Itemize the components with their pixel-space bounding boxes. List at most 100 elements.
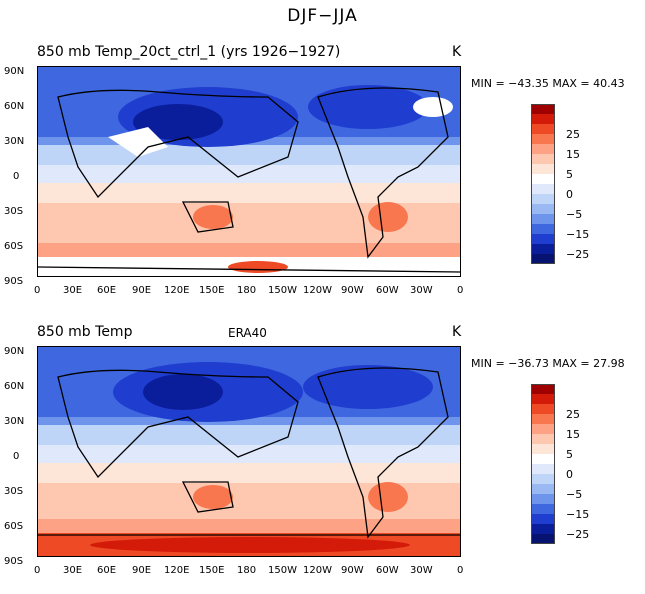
colorbar-swatch: [531, 254, 555, 264]
lon-tick-label: 90W: [341, 565, 364, 576]
colorbar-label: −15: [566, 508, 590, 521]
colorbar-label: −5: [566, 488, 583, 501]
lon-tick-label: 150W: [268, 285, 297, 296]
colorbar-swatch: [531, 194, 555, 204]
lon-tick-label: 90E: [132, 285, 152, 296]
lon-tick-label: 0: [457, 565, 464, 576]
colorbar-swatch: [531, 124, 555, 134]
panel-title: 850 mb Temp: [37, 324, 133, 340]
lat-tick-label: 30N: [4, 136, 25, 147]
colorbar-label: 0: [566, 468, 573, 481]
colorbar-label: 5: [566, 168, 573, 181]
colorbar-swatch: [531, 164, 555, 174]
colorbar-swatch: [531, 474, 555, 484]
colorbar-swatch: [531, 494, 555, 504]
map-panel-model: 850 mb Temp_20ct_ctrl_1 (yrs 1926−1927) …: [0, 44, 645, 314]
temperature-map: [37, 66, 461, 277]
lon-tick-label: 0: [34, 565, 41, 576]
lon-tick-label: 30E: [63, 565, 83, 576]
colorbar-swatch: [531, 464, 555, 474]
lon-tick-label: 30W: [410, 285, 433, 296]
lon-tick-label: 60W: [376, 565, 399, 576]
lon-tick-label: 0: [457, 285, 464, 296]
colorbar-label: 0: [566, 188, 573, 201]
lon-tick-label: 90E: [132, 565, 152, 576]
colorbar-label: 25: [566, 128, 580, 141]
colorbar-swatch: [531, 134, 555, 144]
lat-tick-label: 60S: [4, 521, 24, 532]
colorbar-swatch: [531, 234, 555, 244]
lat-tick-label: 60S: [4, 241, 24, 252]
colorbar-swatch: [531, 444, 555, 454]
colorbar-label: 15: [566, 428, 580, 441]
lon-tick-label: 120E: [164, 565, 190, 576]
lon-tick-label: 60E: [97, 285, 117, 296]
colorbar-label: −5: [566, 208, 583, 221]
colorbar-swatch: [531, 434, 555, 444]
lon-tick-label: 90W: [341, 285, 364, 296]
lon-tick-label: 120W: [303, 565, 332, 576]
colorbar-swatch: [531, 154, 555, 164]
colorbar-swatch: [531, 224, 555, 234]
lat-tick-label: 60N: [4, 101, 25, 112]
colorbar-swatch: [531, 424, 555, 434]
colorbar-swatch: [531, 114, 555, 124]
colorbar-label: 5: [566, 448, 573, 461]
colorbar-swatch: [531, 384, 555, 394]
lat-tick-label: 0: [13, 451, 20, 462]
colorbar: [531, 104, 555, 264]
colorbar-swatch: [531, 454, 555, 464]
colorbar: [531, 384, 555, 544]
colorbar-swatch: [531, 514, 555, 524]
colorbar-swatch: [531, 214, 555, 224]
min-max-readout: MIN = −36.73 MAX = 27.98: [471, 357, 625, 370]
colorbar-swatch: [531, 174, 555, 184]
lat-tick-label: 30N: [4, 416, 25, 427]
lat-tick-label: 30S: [4, 486, 24, 497]
lat-tick-label: 60N: [4, 381, 25, 392]
lon-tick-label: 30W: [410, 565, 433, 576]
colorbar-swatch: [531, 524, 555, 534]
colorbar-label: −15: [566, 228, 590, 241]
panel-title: 850 mb Temp_20ct_ctrl_1 (yrs 1926−1927): [37, 44, 341, 60]
temperature-map: [37, 346, 461, 557]
colorbar-swatch: [531, 144, 555, 154]
lon-tick-label: 150W: [268, 565, 297, 576]
lat-tick-label: 30S: [4, 206, 24, 217]
lat-tick-label: 90S: [4, 276, 24, 287]
lon-tick-label: 30E: [63, 285, 83, 296]
lon-tick-label: 60W: [376, 285, 399, 296]
colorbar-label: 25: [566, 408, 580, 421]
colorbar-label: −25: [566, 528, 590, 541]
lat-tick-label: 90N: [4, 66, 25, 77]
colorbar-swatch: [531, 184, 555, 194]
colorbar-label: −25: [566, 248, 590, 261]
map-field: [38, 67, 460, 276]
lon-tick-label: 180: [237, 565, 257, 576]
colorbar-label: 15: [566, 148, 580, 161]
unit-label: K: [452, 44, 462, 60]
map-field: [38, 347, 460, 556]
lon-tick-label: 150E: [199, 285, 225, 296]
colorbar-swatch: [531, 404, 555, 414]
colorbar-swatch: [531, 534, 555, 544]
colorbar-swatch: [531, 204, 555, 214]
map-panel-era40: 850 mb Temp ERA40 K MIN = −36.73 MAX = 2…: [0, 324, 645, 594]
colorbar-swatch: [531, 414, 555, 424]
lat-tick-label: 90N: [4, 346, 25, 357]
colorbar-swatch: [531, 394, 555, 404]
unit-label: K: [452, 324, 462, 340]
colorbar-swatch: [531, 244, 555, 254]
colorbar-swatch: [531, 104, 555, 114]
lon-tick-label: 150E: [199, 565, 225, 576]
colorbar-swatch: [531, 484, 555, 494]
lon-tick-label: 120E: [164, 285, 190, 296]
colorbar-swatch: [531, 504, 555, 514]
panel-dataset-label: ERA40: [228, 326, 267, 340]
lon-tick-label: 180: [237, 285, 257, 296]
figure-title: DJF−JJA: [287, 6, 358, 26]
lat-tick-label: 90S: [4, 556, 24, 567]
min-max-readout: MIN = −43.35 MAX = 40.43: [471, 77, 625, 90]
lat-tick-label: 0: [13, 171, 20, 182]
lon-tick-label: 60E: [97, 565, 117, 576]
